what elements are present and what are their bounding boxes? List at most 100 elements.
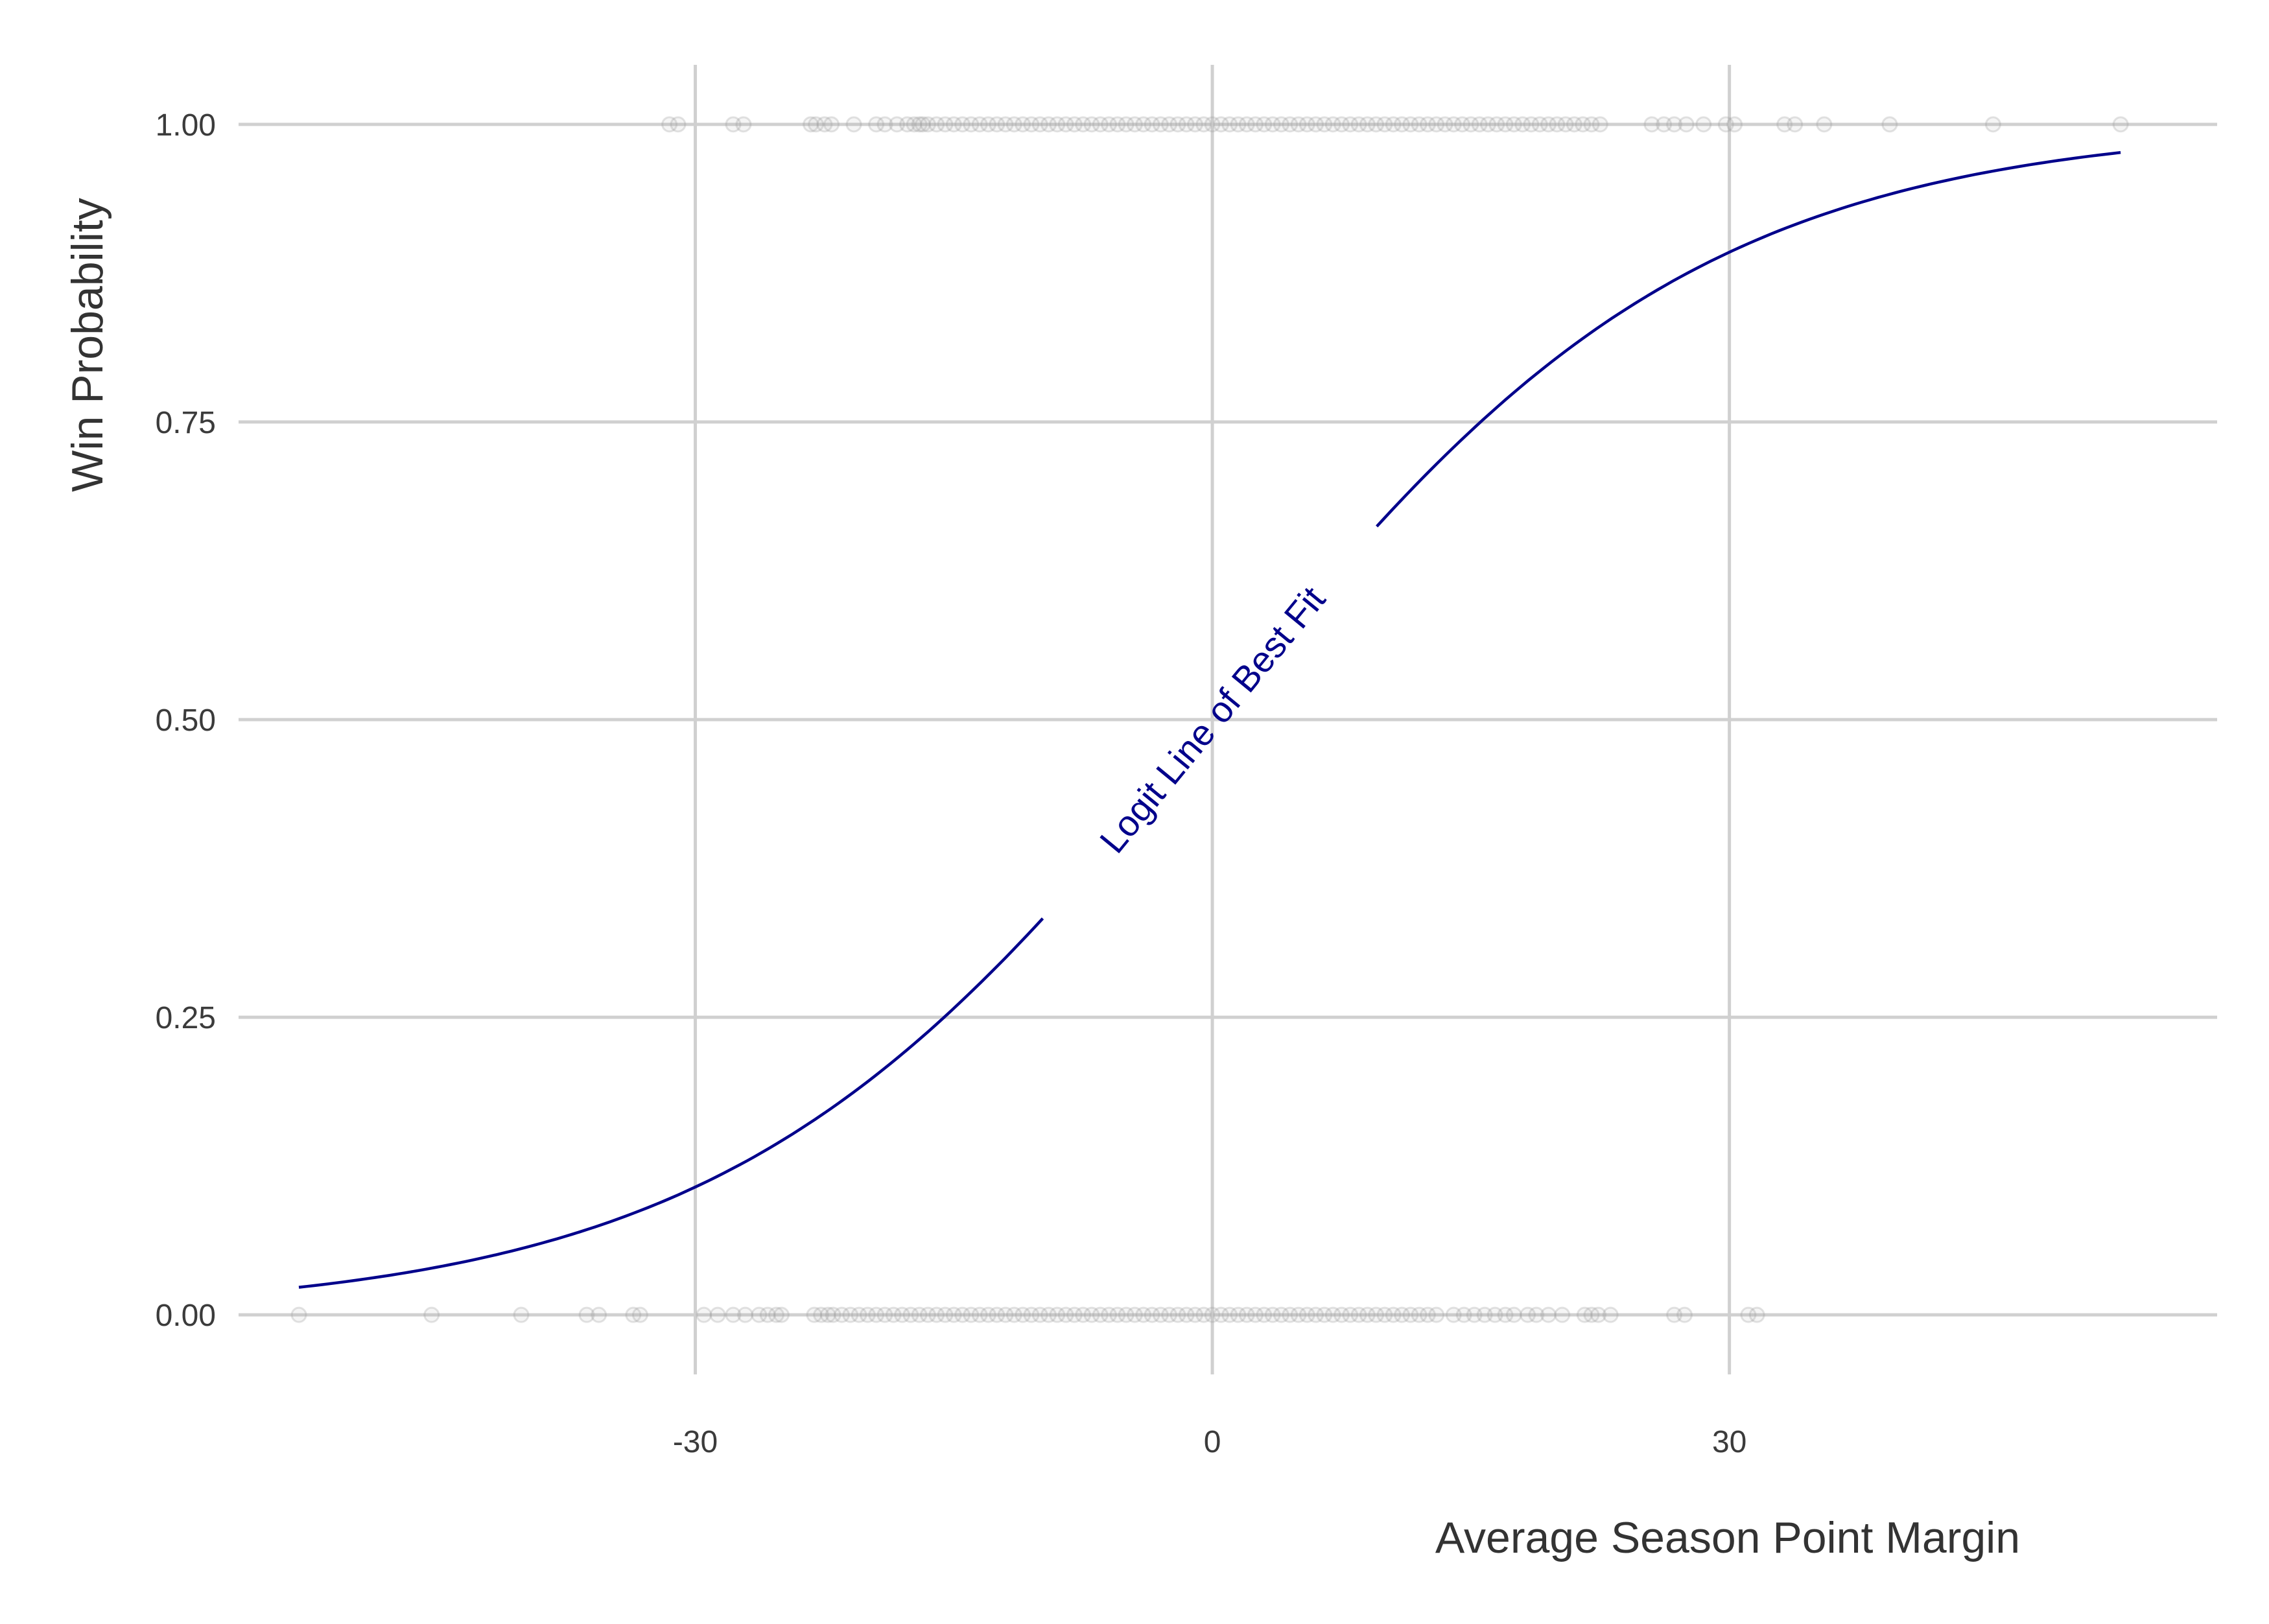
data-point — [808, 116, 825, 133]
data-point — [833, 1306, 850, 1323]
data-point — [1592, 116, 1608, 133]
data-point — [1186, 116, 1203, 133]
data-point — [1256, 1306, 1273, 1323]
data-point — [1666, 116, 1683, 133]
data-point — [876, 116, 893, 133]
data-point — [1505, 116, 1522, 133]
data-point — [1247, 1306, 1264, 1323]
data-point — [1419, 116, 1436, 133]
data-point — [1101, 1306, 1118, 1323]
data-point — [1717, 116, 1734, 133]
data-point — [1031, 1306, 1048, 1323]
data-point — [859, 1306, 876, 1323]
data-point — [625, 1306, 642, 1323]
data-point — [1678, 116, 1695, 133]
grid-layer — [239, 65, 2217, 1374]
data-point — [1368, 1306, 1385, 1323]
data-point — [963, 116, 980, 133]
data-point — [1161, 1306, 1178, 1323]
data-point — [759, 1306, 776, 1323]
data-point — [1385, 1306, 1402, 1323]
data-point — [1333, 1306, 1350, 1323]
y-tick-label: 0.50 — [156, 703, 216, 738]
data-point — [1776, 116, 1793, 133]
data-point — [1566, 116, 1582, 133]
data-point — [1178, 1306, 1195, 1323]
x-axis-title: Average Season Point Margin — [1435, 1513, 2020, 1562]
data-point — [819, 1306, 836, 1323]
data-point — [954, 1306, 971, 1323]
data-point — [1118, 116, 1134, 133]
data-point — [751, 1306, 768, 1323]
data-point — [1264, 1306, 1281, 1323]
data-point — [971, 1306, 988, 1323]
data-point — [290, 1306, 307, 1323]
data-point — [1282, 1306, 1299, 1323]
data-point — [1238, 116, 1255, 133]
data-point — [1466, 1306, 1483, 1323]
data-point — [1602, 1306, 1619, 1323]
data-point — [1212, 1306, 1229, 1323]
data-point — [1816, 116, 1833, 133]
data-point — [1359, 116, 1376, 133]
data-point — [1333, 116, 1350, 133]
data-point — [1454, 116, 1471, 133]
data-point — [1583, 1306, 1600, 1323]
data-point — [1428, 1306, 1445, 1323]
data-point — [885, 1306, 902, 1323]
data-point — [899, 116, 916, 133]
data-point — [1385, 116, 1402, 133]
data-point — [1299, 1306, 1315, 1323]
data-point — [1273, 116, 1289, 133]
data-point — [1290, 116, 1307, 133]
data-point — [1984, 116, 2001, 133]
data-point — [989, 116, 1005, 133]
data-point — [1740, 1306, 1757, 1323]
data-point — [1230, 116, 1247, 133]
data-point — [919, 1306, 936, 1323]
data-point — [889, 116, 906, 133]
data-point — [1282, 116, 1299, 133]
data-point — [737, 1306, 754, 1323]
data-point — [725, 116, 742, 133]
data-point — [1015, 1306, 1031, 1323]
data-point — [1445, 1306, 1462, 1323]
points-layer — [290, 116, 2129, 1323]
data-point — [1575, 116, 1592, 133]
data-point — [773, 1306, 790, 1323]
data-point — [1455, 1306, 1472, 1323]
data-point — [1549, 116, 1566, 133]
data-point — [1135, 1306, 1152, 1323]
data-point — [842, 1306, 859, 1323]
data-point — [1428, 116, 1445, 133]
data-point — [1394, 1306, 1411, 1323]
data-point — [1144, 1306, 1160, 1323]
data-point — [1015, 116, 1031, 133]
data-point — [1748, 1306, 1765, 1323]
x-tick-label: 0 — [1204, 1425, 1221, 1459]
data-point — [1152, 1306, 1169, 1323]
data-point — [1411, 116, 1428, 133]
data-point — [661, 116, 678, 133]
data-point — [1092, 116, 1109, 133]
data-point — [1557, 116, 1574, 133]
data-point — [1264, 116, 1281, 133]
data-point — [1437, 116, 1453, 133]
data-point — [1204, 116, 1221, 133]
data-point — [1342, 116, 1359, 133]
data-point — [1676, 1306, 1693, 1323]
data-point — [1118, 1306, 1134, 1323]
data-point — [725, 1306, 742, 1323]
data-point — [1109, 116, 1126, 133]
data-point — [1057, 1306, 1074, 1323]
data-point — [1590, 1306, 1607, 1323]
data-point — [709, 1306, 726, 1323]
data-point — [1247, 116, 1264, 133]
data-point — [1479, 116, 1496, 133]
data-point — [631, 1306, 648, 1323]
data-point — [1528, 1306, 1545, 1323]
data-point — [1256, 116, 1273, 133]
data-point — [1402, 116, 1419, 133]
data-point — [1040, 116, 1057, 133]
data-point — [1445, 116, 1462, 133]
